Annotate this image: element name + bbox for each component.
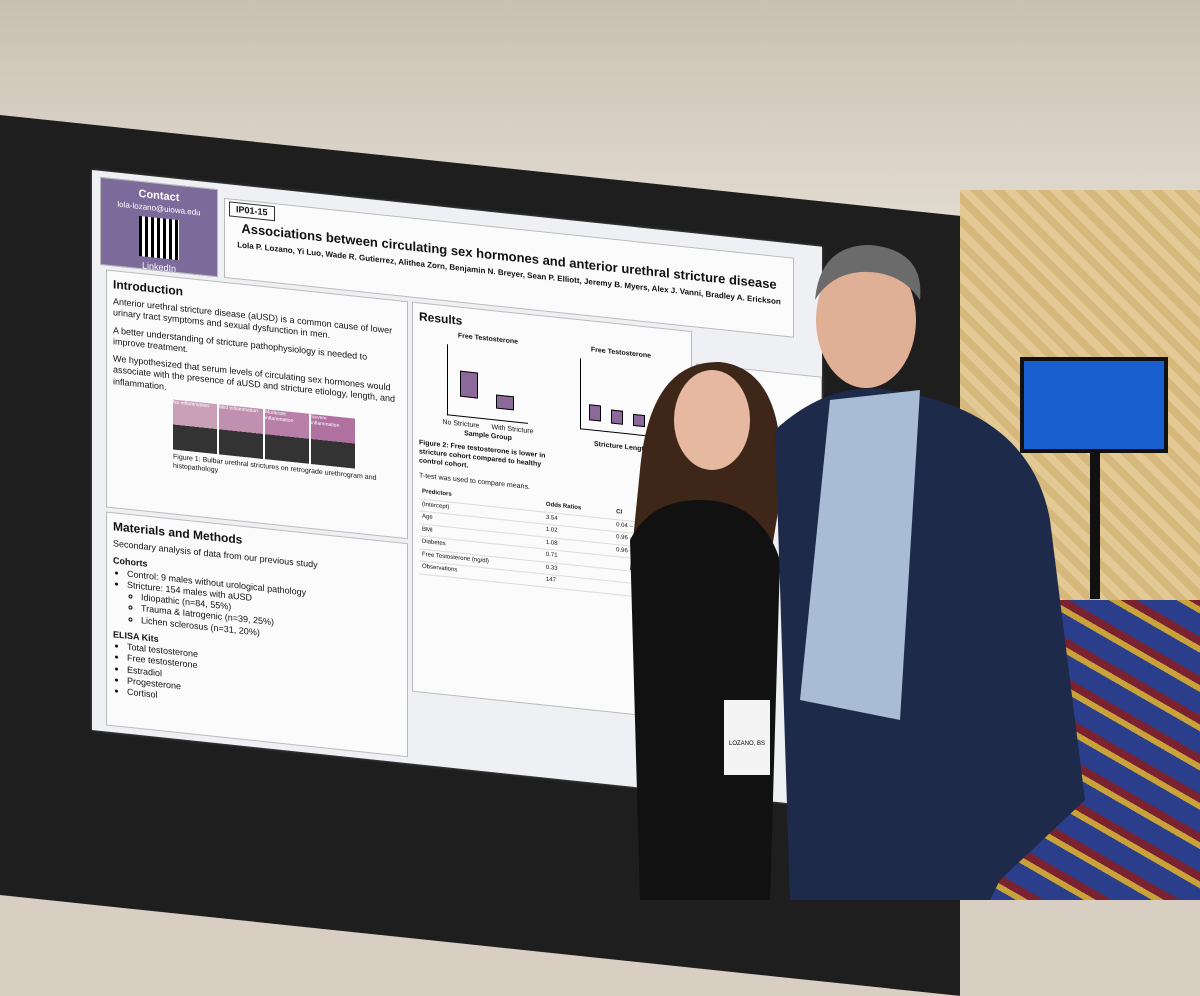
badge-name: LOZANO, BS — [729, 741, 765, 747]
badge — [724, 700, 770, 775]
man-face — [816, 252, 916, 388]
monitor-stand — [1090, 449, 1100, 599]
woman-face — [674, 370, 750, 470]
page: {"contact": {"heading": "Contact", "emai… — [0, 0, 1200, 900]
scene: Contact lola-lozano@uiowa.edu LinkedIn I… — [0, 0, 1200, 900]
man-hair — [815, 245, 921, 300]
man-shirt — [800, 390, 920, 720]
woman-body — [630, 500, 780, 900]
people: LOZANO, BS — [630, 245, 1085, 900]
